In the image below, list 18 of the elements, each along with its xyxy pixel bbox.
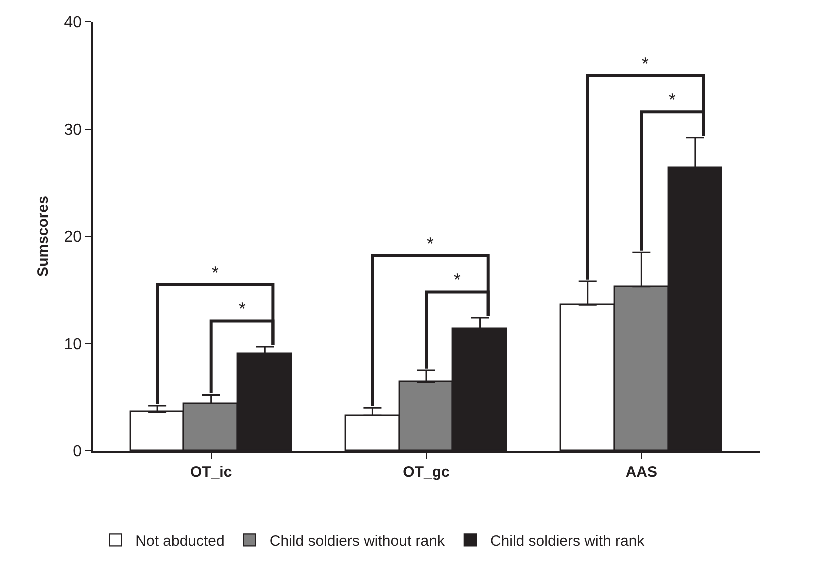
y-axis-title: Sumscores [35,196,52,277]
y-tick-label: 40 [64,14,82,32]
annotation: * [642,54,650,74]
y-tick-label: 10 [64,336,82,354]
annotation: * [239,299,246,319]
legend-label: Not abducted [136,533,225,550]
annotation: * [212,263,220,283]
legend-label: Child soldiers without rank [270,533,446,550]
x-tick-label: OT_gc [403,464,450,481]
legend-label: Child soldiers with rank [490,533,646,550]
annotation: * [427,234,434,254]
y-tick-label: 20 [64,229,82,246]
annotation: * [669,90,676,110]
y-tick-label: 30 [64,122,82,139]
x-tick-label: OT_ic [190,464,232,481]
x-tick-label: AAS [626,464,658,481]
annotation: * [454,270,462,290]
y-tick-label: 0 [73,444,82,461]
